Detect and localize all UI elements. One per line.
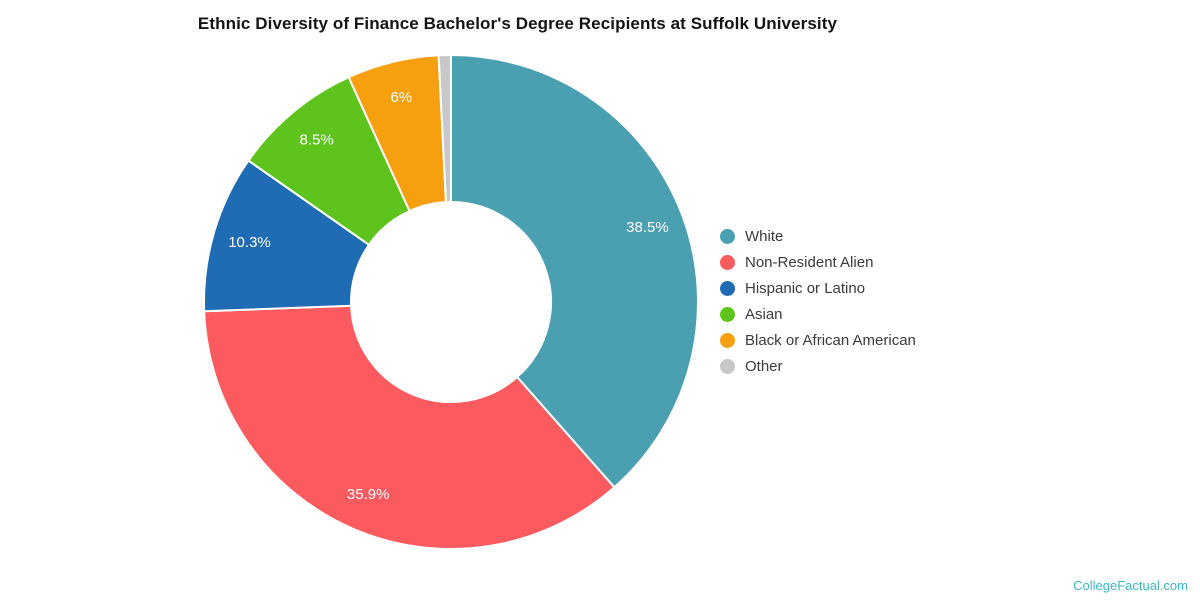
- pie-slice-hispanic-or-latino[interactable]: [203, 159, 370, 313]
- chart-title: Ethnic Diversity of Finance Bachelor's D…: [197, 14, 838, 33]
- legend-item-white[interactable]: White: [720, 226, 916, 246]
- legend-item-black-or-african-american[interactable]: Black or African American: [720, 330, 916, 350]
- legend-item-hispanic-or-latino[interactable]: Hispanic or Latino: [720, 278, 916, 298]
- legend-swatch-icon: [720, 228, 735, 244]
- legend-item-asian[interactable]: Asian: [720, 304, 916, 324]
- legend: White Non-Resident Alien Hispanic or Lat…: [720, 226, 916, 376]
- legend-label: White: [745, 227, 784, 245]
- legend-label: Hispanic or Latino: [745, 279, 866, 297]
- legend-swatch-icon: [720, 358, 735, 374]
- pie-slice-non-resident-alien[interactable]: [203, 304, 616, 550]
- legend-swatch-icon: [720, 332, 735, 348]
- pie-slice-other[interactable]: [437, 53, 452, 204]
- pie-slice-white[interactable]: [450, 54, 699, 489]
- legend-label: Other: [745, 357, 783, 375]
- legend-label: Black or African American: [745, 331, 916, 349]
- legend-item-other[interactable]: Other: [720, 356, 916, 376]
- legend-swatch-icon: [720, 280, 735, 296]
- legend-label: Asian: [745, 305, 783, 323]
- legend-item-non-resident-alien[interactable]: Non-Resident Alien: [720, 252, 916, 272]
- donut-slices: [203, 53, 699, 550]
- legend-swatch-icon: [720, 254, 735, 270]
- legend-label: Non-Resident Alien: [745, 253, 874, 271]
- legend-swatch-icon: [720, 306, 735, 322]
- collegefactual-watermark-link[interactable]: CollegeFactual.com: [1073, 578, 1188, 593]
